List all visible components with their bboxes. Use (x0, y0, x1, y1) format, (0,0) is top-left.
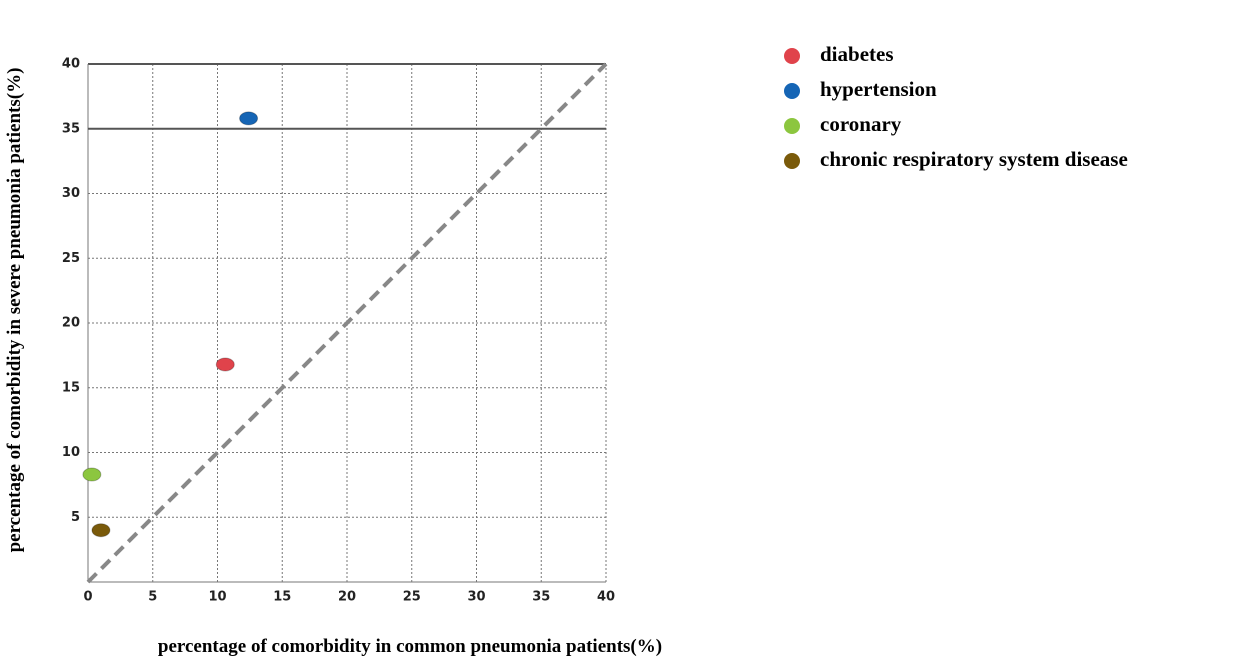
point (82, 467, 102, 482)
y-tick-label: 10 (62, 445, 80, 460)
legend-label: coronary (820, 112, 902, 136)
y-tick-label: 25 (62, 251, 80, 266)
y-tick-label: 15 (62, 380, 80, 395)
x-tick-label: 5 (148, 590, 157, 605)
x-axis-label: percentage of comorbidity in common pneu… (158, 636, 662, 657)
x-tick-label: 25 (403, 590, 421, 605)
legend-label: hypertension (820, 77, 937, 101)
x-tick-label: 40 (597, 590, 615, 605)
x-tick-label: 10 (208, 590, 226, 605)
legend-marker (784, 118, 800, 134)
y-tick-label: 20 (62, 316, 80, 331)
y-tick-label: 30 (62, 186, 80, 201)
legend-label: chronic respiratory system disease (820, 147, 1128, 171)
legend-marker (784, 153, 800, 169)
y-axis-label: percentage of comorbidity in severe pneu… (4, 68, 25, 553)
x-tick-label: 20 (338, 590, 356, 605)
point (239, 111, 259, 126)
legend-marker (784, 83, 800, 99)
point (215, 357, 235, 372)
y-tick-label: 35 (62, 121, 80, 136)
y-tick-label: 5 (71, 510, 80, 525)
x-tick-label: 30 (467, 590, 485, 605)
legend-label: diabetes (820, 42, 894, 66)
x-tick-label: 15 (273, 590, 291, 605)
x-tick-label: 35 (532, 590, 550, 605)
y-tick-label: 40 (62, 57, 80, 72)
x-tick-label: 0 (83, 590, 92, 605)
legend-marker (784, 48, 800, 64)
point (91, 523, 111, 538)
diagonal-line (86, 62, 608, 584)
